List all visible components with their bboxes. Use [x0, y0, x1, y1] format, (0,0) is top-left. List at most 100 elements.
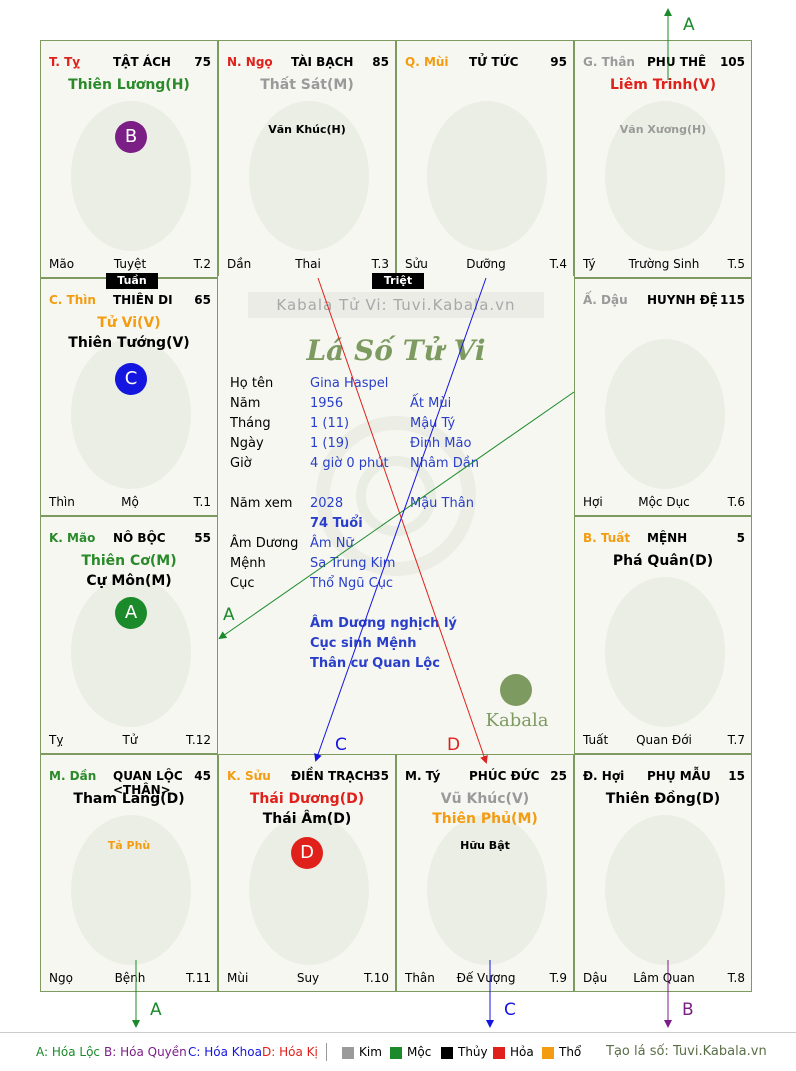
palace-dien-trach[interactable]: K. Sửu ĐIỀN TRẠCH 35 Thái Dương(D) Thái Âm… — [218, 754, 396, 992]
main-star[interactable]: Cự Môn(M) — [86, 573, 172, 589]
palace-footer-right: T.2 — [193, 257, 211, 271]
nam-xem-canchi: Mậu Thân — [410, 496, 474, 511]
minor-star[interactable]: Văn Xương(H) — [619, 123, 707, 136]
palace-age: 75 — [194, 55, 211, 69]
palace-header: Đ. Hợi PHỤ MẪU 15 — [583, 769, 745, 785]
palace-name: NÔ BỘC — [113, 531, 166, 545]
palace-footer-center: Trường Sinh — [628, 257, 700, 271]
palace-tat-ach[interactable]: T. Tỵ TẬT ÁCH 75 Thiên Lương(H) B Mão Tuyệ… — [40, 40, 218, 278]
palace-phu-mau[interactable]: Đ. Hợi PHỤ MẪU 15 Thiên Đồng(D) Dậu Lâm Q… — [574, 754, 752, 992]
main-star[interactable]: Thiên Tướng(V) — [68, 335, 190, 351]
legend-divider — [326, 1043, 327, 1061]
palace-footer-center: Bệnh — [114, 971, 146, 985]
palace-header: G. Thân PHU THÊ 105 — [583, 55, 745, 71]
info-canchi: Mậu Tý — [410, 416, 456, 431]
minor-star[interactable]: Tả Phù — [107, 839, 151, 852]
palace-footer-right: T.5 — [727, 257, 745, 271]
zodiac-watermark — [427, 815, 547, 965]
hoa-badge: C — [115, 363, 147, 395]
main-star[interactable]: Thiên Đồng(D) — [605, 791, 721, 807]
chart-note: Cục sinh Mệnh — [310, 636, 417, 651]
palace-footer-left: Dần — [227, 257, 252, 271]
age-value: 74 Tuổi — [310, 516, 363, 531]
palace-header: M. Dần QUAN LỘC <THÂN> 45 — [49, 769, 211, 797]
palace-phuc-duc[interactable]: M. Tý PHÚC ĐỨC 25 Vũ Khúc(V) Thiên Phủ(M) H… — [396, 754, 574, 992]
main-star[interactable]: Thất Sát(M) — [260, 77, 354, 93]
palace-menh[interactable]: B. Tuất MỆNH 5 Phá Quân(D) Tuất Quan Đới … — [574, 516, 752, 754]
info-value: Sa Trung Kim — [310, 556, 396, 571]
main-star[interactable]: Thái Dương(D) — [249, 791, 365, 807]
zodiac-watermark — [427, 101, 547, 251]
palace-footer: Tuất Quan Đới T.7 — [583, 733, 745, 747]
palace-footer-center: Lâm Quan — [633, 971, 695, 985]
palace-footer-left: Sửu — [405, 257, 428, 271]
arrow-d-diag — [317, 277, 488, 764]
minor-star[interactable]: Hữu Bật — [460, 839, 510, 852]
palace-footer-left: Dậu — [583, 971, 608, 985]
main-star[interactable]: Thiên Phủ(M) — [432, 811, 538, 827]
arrow-a-diag — [218, 391, 575, 640]
info-label: Họ tên — [230, 376, 274, 391]
palace-footer-right: T.11 — [186, 971, 211, 985]
info-label: Năm — [230, 396, 261, 411]
minor-star[interactable]: Văn Khúc(H) — [268, 123, 346, 136]
main-star[interactable]: Liêm Trinh(V) — [610, 77, 716, 93]
palace-tai-bach[interactable]: N. Ngọ TÀI BẠCH 85 Thất Sát(M) Văn Khúc(H)… — [218, 40, 396, 278]
palace-name: TÀI BẠCH — [291, 55, 354, 69]
info-value: Gina Haspel — [310, 376, 389, 391]
main-star[interactable]: Phá Quân(D) — [612, 553, 714, 569]
palace-tu-tuc[interactable]: Q. Mùi TỬ TỨC 95 Sửu Dưỡng T.4 — [396, 40, 574, 278]
zodiac-watermark — [605, 815, 725, 965]
palace-footer: Mão Tuyệt T.2 — [49, 257, 211, 271]
zodiac-watermark — [71, 815, 191, 965]
palace-footer-right: T.3 — [371, 257, 389, 271]
info-value: 1956 — [310, 396, 344, 411]
main-star[interactable]: Thiên Lương(H) — [68, 77, 190, 93]
chart-note: Thân cư Quan Lộc — [310, 656, 440, 671]
main-star[interactable]: Thiên Cơ(M) — [81, 553, 177, 569]
site-credit[interactable]: Tạo lá số: Tuvi.Kabala.vn — [606, 1044, 767, 1059]
palace-footer-left: Tuất — [583, 733, 609, 747]
main-star[interactable]: Tham Lang(D) — [73, 791, 185, 807]
palace-no-boc[interactable]: K. Mão NÔ BỘC 55 Thiên Cơ(M) Cự Môn(M) A Tỵ… — [40, 516, 218, 754]
palace-header: K. Mão NÔ BỘC 55 — [49, 531, 211, 547]
palace-can-chi: Đ. Hợi — [583, 769, 625, 783]
palace-header: Ấ. Dậu HUYNH ĐỆ 115 — [583, 293, 745, 309]
main-stars: Thất Sát(M) — [219, 75, 395, 95]
palace-header: T. Tỵ TẬT ÁCH 75 — [49, 55, 211, 71]
palace-name: TỬ TỨC — [469, 55, 519, 69]
arrow-label-d-diag: D — [447, 735, 460, 755]
info-value: Âm Nữ — [310, 536, 354, 551]
palace-phu-the[interactable]: G. Thân PHU THÊ 105 Liêm Trinh(V) Văn Xươn… — [574, 40, 752, 278]
palace-thien-di[interactable]: C. Thìn THIÊN DI 65 Tử Vi(V) Thiên Tướng(V… — [40, 278, 218, 516]
palace-quan-loc[interactable]: M. Dần QUAN LỘC <THÂN> 45 Tham Lang(D) Tả … — [40, 754, 218, 992]
legend-bar: A: Hóa Lộc B: Hóa Quyền C: Hóa Khoa D: H… — [0, 1032, 796, 1071]
info-label: Giờ — [230, 456, 252, 471]
nam-xem-value: 2028 — [310, 496, 344, 511]
palace-name: TẬT ÁCH — [113, 55, 171, 69]
main-star[interactable]: Vũ Khúc(V) — [440, 791, 530, 807]
info-value: 4 giờ 0 phút — [310, 456, 389, 471]
palace-age: 35 — [372, 769, 389, 783]
palace-footer: Tý Trường Sinh T.5 — [583, 257, 745, 271]
arrow-label-a-diag: A — [223, 605, 235, 625]
kabala-logo-icon — [500, 674, 532, 706]
main-stars: Phá Quân(D) — [575, 551, 751, 571]
legend-thuy: Thủy — [458, 1045, 488, 1059]
palace-can-chi: K. Mão — [49, 531, 96, 545]
bagua-inner — [356, 456, 436, 536]
palace-footer-left: Hợi — [583, 495, 603, 509]
hoa-badge: B — [115, 121, 147, 153]
arrow-c-diag — [314, 277, 487, 762]
palace-can-chi: Q. Mùi — [405, 55, 449, 69]
palace-name: ĐIỀN TRẠCH — [291, 769, 374, 783]
palace-footer: Sửu Dưỡng T.4 — [405, 257, 567, 271]
main-star[interactable]: Thái Âm(D) — [262, 811, 352, 827]
arrow-label-b-bottom: B — [682, 1000, 694, 1020]
main-star[interactable]: Tử Vi(V) — [97, 315, 161, 331]
palace-footer-right: T.12 — [186, 733, 211, 747]
watermark-text: Kabala Tử Vi: Tuvi.Kabala.vn — [248, 292, 544, 318]
palace-huynh-de[interactable]: Ấ. Dậu HUYNH ĐỆ 115 Hợi Mộc Dục T.6 — [574, 278, 752, 516]
palace-footer-center: Dưỡng — [466, 257, 506, 271]
main-stars: Thái Dương(D) Thái Âm(D) — [219, 789, 395, 829]
